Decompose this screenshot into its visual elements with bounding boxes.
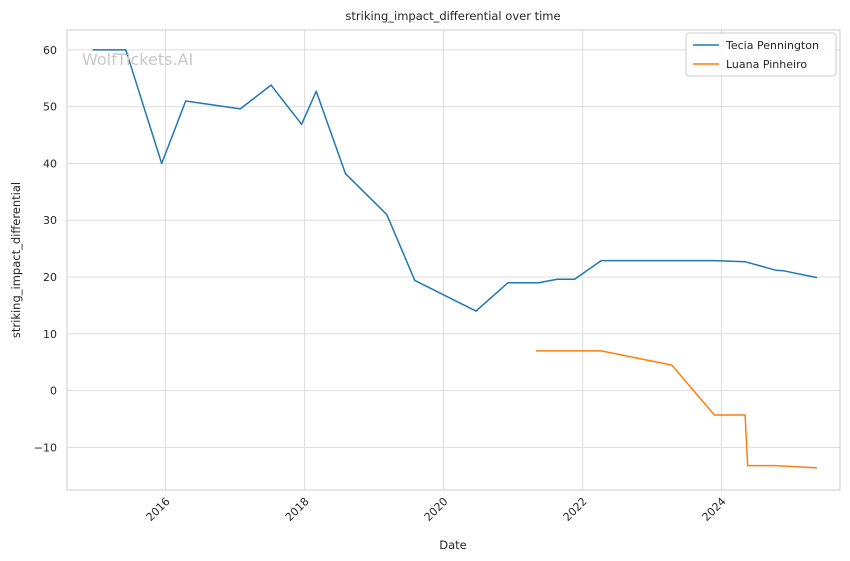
legend-label-luana-pinheiro: Luana Pinheiro	[726, 58, 807, 71]
y-tick-label: 50	[43, 101, 57, 114]
x-tick-label: 2024	[700, 495, 729, 524]
legend-label-tecia-pennington: Tecia Pennington	[725, 39, 819, 52]
plot-frame	[66, 29, 841, 491]
y-tick-label: 0	[50, 385, 57, 398]
x-axis-label: Date	[439, 538, 467, 552]
watermark: WolfTickets.AI	[82, 50, 193, 69]
x-axis-ticks: 2016 2018 2020 2022 2024	[144, 495, 729, 524]
y-tick-label: 40	[43, 157, 57, 170]
legend-box	[685, 32, 837, 77]
legend: Tecia Pennington Luana Pinheiro	[685, 32, 837, 77]
chart-title: striking_impact_differential over time	[345, 9, 560, 23]
series-line-tecia-pennington	[92, 49, 818, 312]
y-tick-label: −10	[34, 441, 57, 454]
x-tick-label: 2016	[144, 495, 173, 524]
y-axis-ticks: −10 0 10 20 30 40 50 60	[34, 44, 57, 455]
y-axis-label: striking_impact_differential	[9, 182, 23, 338]
x-tick-label: 2018	[283, 495, 312, 524]
y-tick-label: 30	[43, 214, 57, 227]
y-tick-label: 60	[43, 44, 57, 57]
series-line-luana-pinheiro	[536, 350, 818, 469]
y-tick-label: 10	[43, 328, 57, 341]
grid	[67, 30, 840, 490]
x-tick-label: 2022	[561, 495, 590, 524]
y-tick-label: 20	[43, 271, 57, 284]
series-lines	[92, 49, 818, 469]
x-tick-label: 2020	[422, 495, 451, 524]
